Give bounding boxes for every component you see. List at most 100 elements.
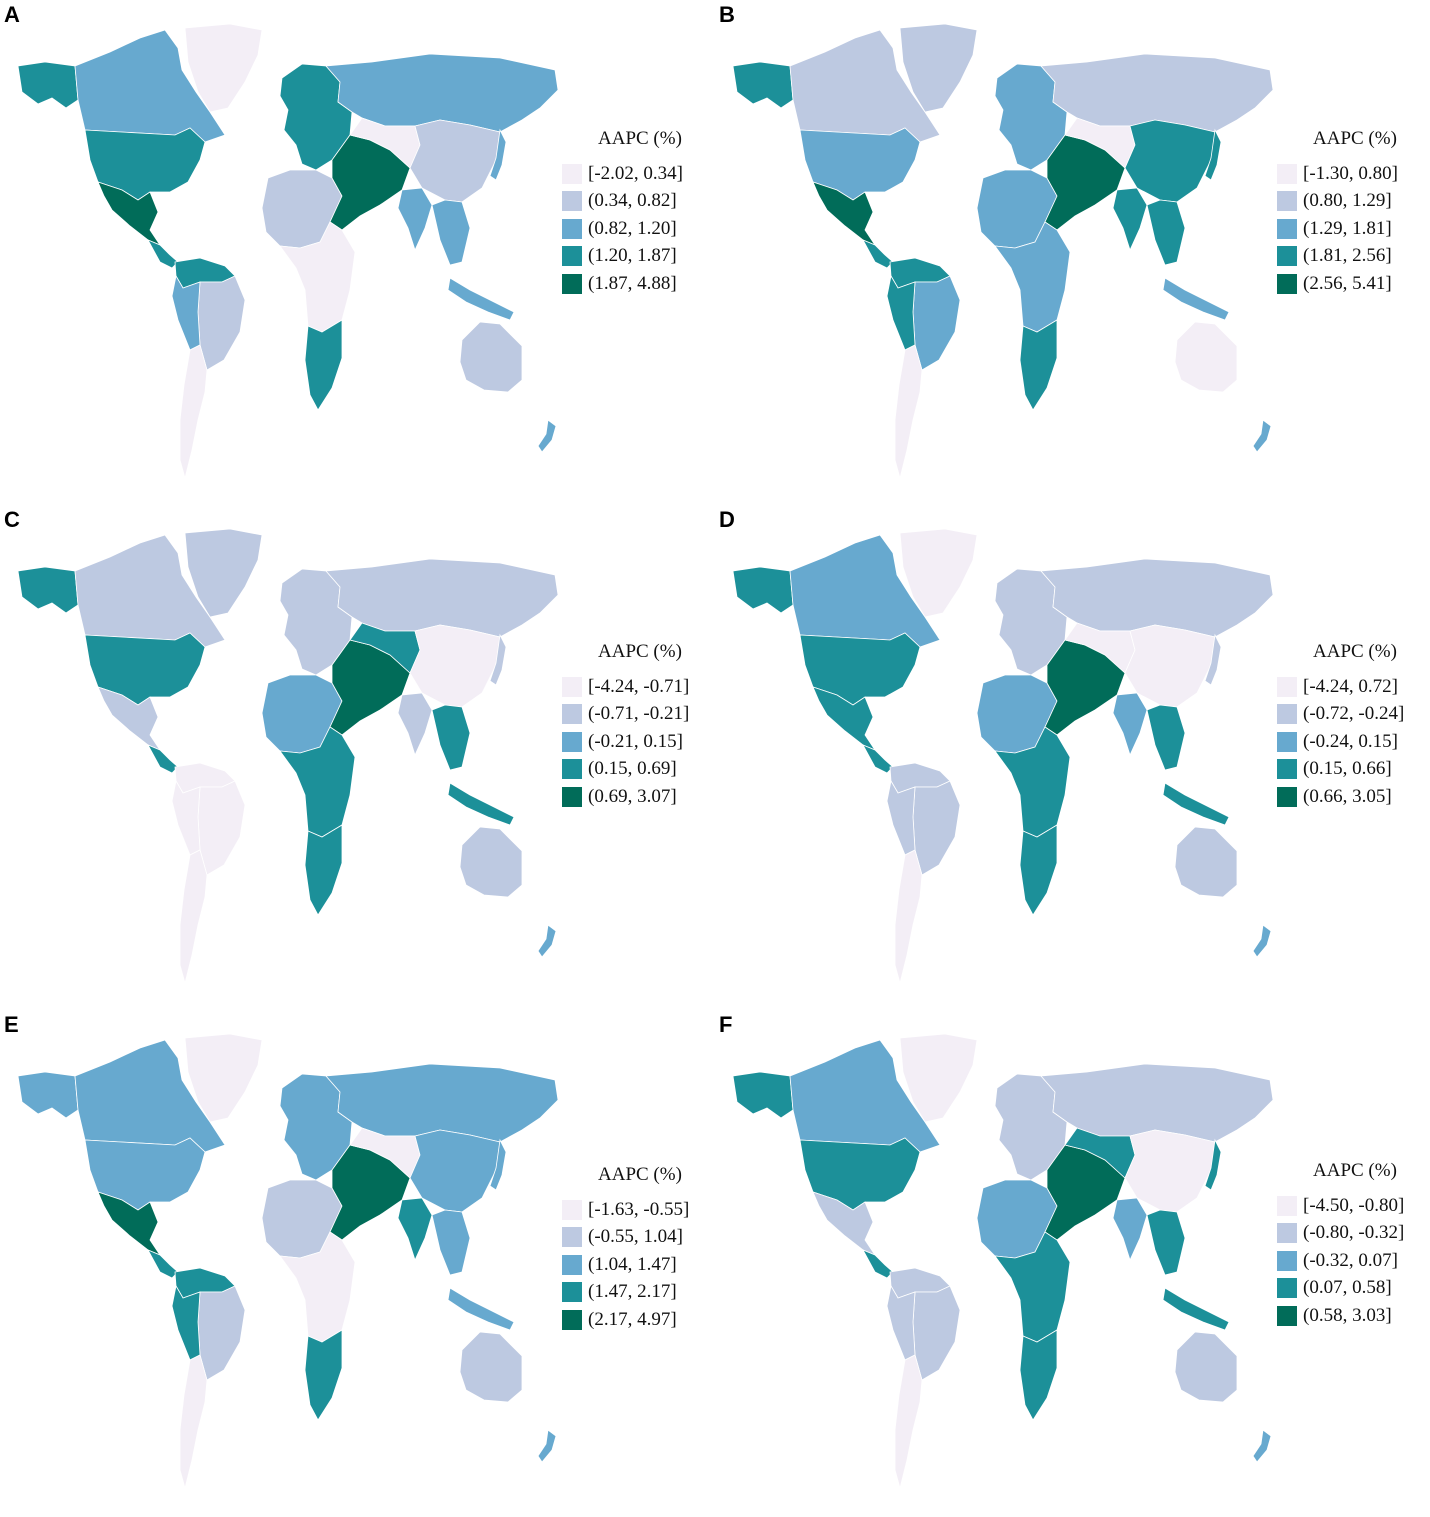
legend-label: [-4.24, -0.71] xyxy=(588,675,690,697)
legend-label: (1.81, 2.56] xyxy=(1303,245,1392,267)
region-brazil xyxy=(197,275,246,371)
legend-label: [-1.63, -0.55] xyxy=(588,1198,690,1220)
legend-label: [-4.50, -0.80] xyxy=(1303,1194,1405,1216)
legend-label: (1.47, 2.17] xyxy=(588,1281,677,1303)
region-southeast-asia xyxy=(1146,199,1186,266)
legend-swatch xyxy=(1277,786,1297,807)
region-australia xyxy=(459,826,523,898)
legend-title: AAPC (%) xyxy=(1313,1160,1397,1181)
region-alaska xyxy=(17,61,79,109)
panel-letter: E xyxy=(4,1012,19,1037)
legend-swatch xyxy=(1277,1250,1297,1271)
region-central-america xyxy=(862,744,894,774)
region-china xyxy=(409,1129,501,1213)
legend-swatch xyxy=(562,1199,582,1220)
region-indonesia xyxy=(1162,277,1230,321)
region-greenland xyxy=(184,1033,263,1123)
region-japan xyxy=(1204,633,1222,686)
legend-swatch xyxy=(1277,218,1297,239)
region-argentina-chile xyxy=(179,849,208,985)
region-china xyxy=(409,624,501,708)
region-southeast-asia xyxy=(431,1209,471,1276)
legend-swatch xyxy=(1277,1195,1297,1216)
legend: AAPC (%) [-1.63, -0.55] (-0.55, 1.04] (1… xyxy=(562,1164,712,1334)
region-southern-africa xyxy=(304,319,343,411)
legend-label: (2.56, 5.41] xyxy=(1303,272,1392,294)
legend-label: (0.69, 3.07] xyxy=(588,785,677,807)
legend: AAPC (%) [-1.30, 0.80] (0.80, 1.29] (1.2… xyxy=(1277,128,1427,298)
legend-label: (0.66, 3.05] xyxy=(1303,785,1392,807)
region-brazil xyxy=(912,780,961,876)
region-southeast-asia xyxy=(1146,704,1186,771)
legend-item: (1.04, 1.47] xyxy=(562,1251,712,1279)
legend-swatch xyxy=(1277,731,1297,752)
region-mexico xyxy=(812,181,877,246)
region-china xyxy=(1124,119,1216,203)
region-argentina-chile xyxy=(179,344,208,480)
legend-item: (0.82, 1.20] xyxy=(562,215,712,243)
region-indonesia xyxy=(1162,1287,1230,1331)
legend-item: (-0.21, 0.15] xyxy=(562,728,712,756)
legend-swatch xyxy=(1277,163,1297,184)
region-alaska xyxy=(732,566,794,614)
legend-swatch xyxy=(562,676,582,697)
region-new-zealand xyxy=(537,924,557,958)
region-south-america-west xyxy=(886,779,916,856)
world-map xyxy=(732,1033,1274,1490)
legend-label: [-1.30, 0.80] xyxy=(1303,162,1398,184)
region-central-america xyxy=(147,1249,179,1279)
region-brazil xyxy=(197,1285,246,1381)
region-brazil xyxy=(912,1285,961,1381)
panel-c: C AAPC (%) [-4.24, -0.71] (-0.71, -0.21]… xyxy=(0,505,715,1010)
legend-item: (2.56, 5.41] xyxy=(1277,270,1427,298)
legend-item: (-0.24, 0.15] xyxy=(1277,728,1427,756)
region-alaska xyxy=(17,566,79,614)
legend-label: (-0.21, 0.15] xyxy=(588,730,683,752)
legend-title: AAPC (%) xyxy=(598,128,682,149)
legend-title: AAPC (%) xyxy=(1313,641,1397,662)
region-new-zealand xyxy=(1252,1429,1272,1463)
region-new-zealand xyxy=(537,419,557,453)
region-greenland xyxy=(184,23,263,113)
legend-item: [-4.50, -0.80] xyxy=(1277,1192,1427,1220)
legend-swatch xyxy=(1277,1223,1297,1244)
legend-label: (0.34, 0.82] xyxy=(588,190,677,212)
region-sub-saharan-africa xyxy=(994,221,1071,333)
legend-item: (0.15, 0.66] xyxy=(1277,756,1427,784)
legend-item: (1.20, 1.87] xyxy=(562,243,712,271)
region-south-america-west xyxy=(886,1284,916,1361)
legend-swatch xyxy=(562,273,582,294)
region-greenland xyxy=(899,528,978,618)
legend-item: (1.87, 4.88] xyxy=(562,270,712,298)
region-south-america-west xyxy=(171,779,201,856)
legend-label: [-2.02, 0.34] xyxy=(588,162,683,184)
panel-letter: B xyxy=(719,2,735,27)
legend-item: (-0.80, -0.32] xyxy=(1277,1220,1427,1248)
legend-item: (2.17, 4.97] xyxy=(562,1306,712,1334)
legend-item: (0.07, 0.58] xyxy=(1277,1275,1427,1303)
region-japan xyxy=(489,128,507,181)
region-india xyxy=(397,1197,433,1262)
legend-item: (0.80, 1.29] xyxy=(1277,188,1427,216)
region-south-america-west xyxy=(886,274,916,351)
panel-letter: C xyxy=(4,507,20,532)
region-southern-africa xyxy=(1019,319,1058,411)
region-india xyxy=(397,692,433,757)
region-southern-africa xyxy=(304,824,343,916)
region-southern-africa xyxy=(1019,824,1058,916)
region-indonesia xyxy=(1162,782,1230,826)
region-australia xyxy=(459,321,523,393)
panel-letter: D xyxy=(719,507,735,532)
legend-swatch xyxy=(1277,273,1297,294)
region-australia xyxy=(459,1331,523,1403)
legend-label: (1.29, 1.81] xyxy=(1303,217,1392,239)
legend-swatch xyxy=(1277,1305,1297,1326)
legend-swatch xyxy=(562,1254,582,1275)
legend-swatch xyxy=(562,786,582,807)
legend: AAPC (%) [-4.24, -0.71] (-0.71, -0.21] (… xyxy=(562,641,712,811)
region-southeast-asia xyxy=(431,704,471,771)
region-australia xyxy=(1174,1331,1238,1403)
region-indonesia xyxy=(447,277,515,321)
legend-swatch xyxy=(562,163,582,184)
region-southeast-asia xyxy=(431,199,471,266)
